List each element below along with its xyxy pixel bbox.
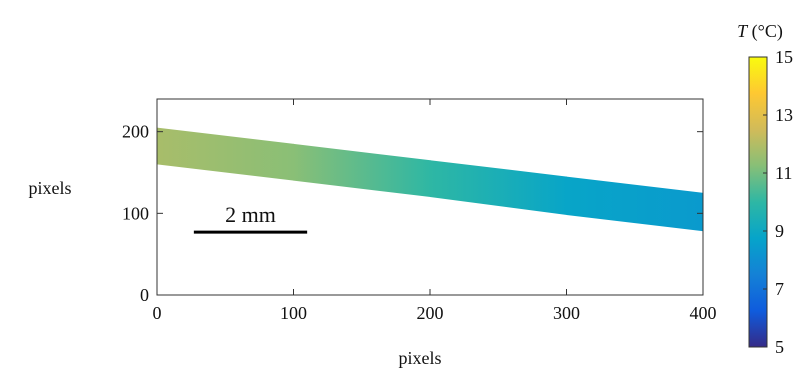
colorbar-tick-label: 5: [775, 337, 784, 357]
colorbar-tick-label: 15: [775, 47, 793, 67]
band-segment: [566, 176, 704, 232]
x-tick-label: 200: [417, 303, 444, 323]
x-tick-label: 100: [280, 303, 307, 323]
y-tick-label: 200: [122, 122, 149, 142]
colorbar-unit: (°C): [752, 21, 783, 42]
x-tick-label: 400: [690, 303, 717, 323]
band-segment: [430, 160, 567, 215]
band-segment: [157, 127, 294, 181]
colorbar-tick-label: 11: [775, 163, 792, 183]
colorbar-tick-label: 7: [775, 279, 784, 299]
y-axis-label: pixels: [29, 178, 72, 198]
colorbar-symbol: T: [737, 21, 749, 41]
colorbar: [748, 56, 768, 348]
x-axis-label: pixels: [399, 348, 442, 368]
colorbar-tick-label: 9: [775, 221, 784, 241]
band-segment: [293, 143, 431, 197]
colorbar-tick-label: 13: [775, 105, 793, 125]
y-tick-label: 100: [122, 203, 149, 223]
y-tick-label: 0: [140, 285, 149, 305]
colorbar-title: T (°C): [737, 21, 783, 42]
x-tick-label: 300: [553, 303, 580, 323]
scale-bar-label: 2 mm: [225, 202, 276, 227]
x-tick-label: 0: [153, 303, 162, 323]
